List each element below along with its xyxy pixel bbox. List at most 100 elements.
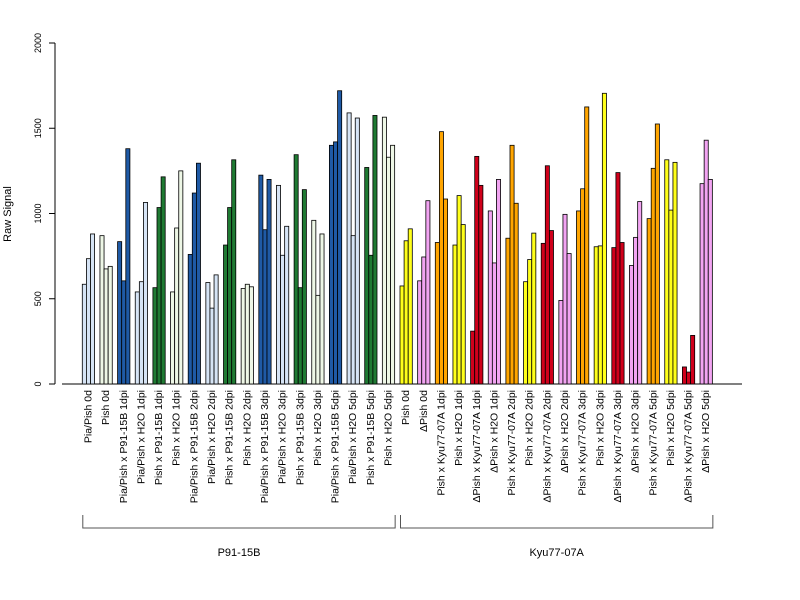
x-tick-label: Pia/Pish x H2O 5dpi	[347, 390, 359, 484]
bar	[125, 148, 131, 385]
bar	[368, 254, 374, 385]
bar	[434, 242, 440, 385]
bar	[399, 285, 405, 385]
x-tick-label: ΔPish x Kyu77-07A 2dpi	[541, 390, 553, 503]
bar	[615, 172, 621, 385]
x-tick-label: Pia/Pish x P91-15B 2dpi	[188, 390, 200, 503]
bar	[107, 265, 113, 385]
bar	[240, 288, 246, 385]
bar	[248, 286, 254, 385]
bar	[505, 237, 511, 385]
x-tick-labels: Pia/Pish 0d Pish 0d Pia/Pish x P91-15B 1dp…	[82, 390, 712, 503]
bar	[650, 167, 656, 385]
bar	[187, 254, 193, 385]
y-axis: 0 500 1000 1500 2000	[33, 33, 56, 387]
x-tick-label: Pish x H2O 3dpi	[594, 390, 606, 466]
bar	[134, 291, 140, 385]
bar	[311, 219, 317, 385]
y-tick-label: 1500	[33, 118, 43, 138]
bar	[138, 281, 144, 385]
bar	[333, 141, 338, 385]
bar	[509, 144, 515, 385]
bar	[152, 287, 158, 385]
bar	[390, 144, 396, 385]
bar	[86, 258, 91, 385]
x-tick-label: Pish x H2O 5dpi	[665, 390, 677, 466]
x-tick-label: Pia/Pish x H2O 3dpi	[277, 390, 289, 484]
bar	[328, 144, 334, 385]
bar	[619, 242, 625, 385]
bar	[297, 287, 303, 385]
bar	[443, 198, 448, 385]
x-tick-label: Pia/Pish x P91-15B 5dpi	[330, 390, 342, 503]
bar	[576, 210, 581, 385]
bar	[160, 176, 166, 385]
bar	[372, 115, 378, 385]
bar	[470, 330, 476, 385]
y-axis-label: Raw Signal	[2, 186, 14, 242]
bar	[262, 229, 268, 385]
x-tick-label: ΔPish x H2O 2dpi	[559, 390, 571, 473]
x-tick-label: Pish x P91-15B 2dpi	[224, 390, 236, 485]
x-tick-label: ΔPish x Kyu77-07A 3dpi	[612, 390, 624, 503]
x-tick-label: Pish 0d	[100, 390, 112, 425]
bar	[231, 159, 237, 385]
x-tick-label: Pia/Pish x H2O 1dpi	[135, 390, 147, 484]
bar	[544, 165, 550, 385]
bar	[682, 366, 687, 385]
x-tick-label: ΔPish x Kyu77-07A 5dpi	[683, 390, 695, 503]
bar	[103, 268, 109, 385]
x-tick-label: Pia/Pish x P91-15B 3dpi	[259, 390, 271, 503]
bar	[707, 178, 713, 385]
bar	[425, 200, 431, 385]
bar	[584, 106, 590, 385]
bar	[496, 178, 501, 385]
bar	[562, 213, 568, 385]
bar	[531, 232, 537, 385]
x-tick-label: Pish x H2O 2dpi	[524, 390, 536, 466]
group-brackets: P91-15B Kyu77-07A	[82, 515, 714, 559]
bar	[293, 154, 299, 385]
bar	[99, 235, 105, 385]
bar	[266, 178, 272, 385]
x-tick-label: ΔPish x H2O 1dpi	[488, 390, 500, 473]
bar	[672, 161, 678, 385]
bar	[611, 247, 617, 385]
bar	[540, 242, 546, 385]
bar	[258, 174, 264, 385]
bar	[523, 281, 529, 385]
bar	[381, 116, 387, 385]
bar	[121, 280, 127, 385]
bar	[593, 246, 599, 385]
group-label: P91-15B	[218, 547, 261, 559]
x-tick-label: ΔPish x H2O 5dpi	[700, 390, 712, 473]
x-tick-label: Pish x P91-15B 5dpi	[365, 390, 377, 485]
x-tick-label: Pish x H2O 5dpi	[383, 390, 395, 466]
bar	[487, 210, 493, 385]
bar	[276, 184, 281, 385]
y-tick-label: 1000	[33, 203, 43, 223]
y-tick-label: 500	[33, 291, 43, 306]
bar	[668, 209, 674, 385]
bar	[386, 156, 391, 385]
bar	[452, 244, 458, 385]
x-tick-label: Pia/Pish x P91-15B 1dpi	[118, 390, 130, 503]
bar	[213, 274, 219, 385]
group-bracket	[82, 515, 396, 529]
x-tick-label: ΔPish x Kyu77-07A 1dpi	[471, 390, 483, 503]
bar	[364, 167, 370, 385]
bar	[170, 291, 176, 385]
bar	[174, 227, 180, 385]
bar	[690, 335, 696, 385]
bar	[703, 139, 709, 385]
bar	[284, 225, 290, 385]
bar	[117, 241, 123, 385]
x-tick-label: Pish x H2O 2dpi	[241, 390, 253, 466]
x-tick-label: Pish x H2O 1dpi	[453, 390, 465, 466]
bar	[460, 224, 466, 385]
bar	[513, 202, 519, 385]
bar	[178, 170, 184, 385]
bar	[601, 92, 607, 385]
x-tick-label: Pish 0d	[400, 390, 412, 425]
x-tick-label: ΔPish x H2O 3dpi	[630, 390, 642, 473]
